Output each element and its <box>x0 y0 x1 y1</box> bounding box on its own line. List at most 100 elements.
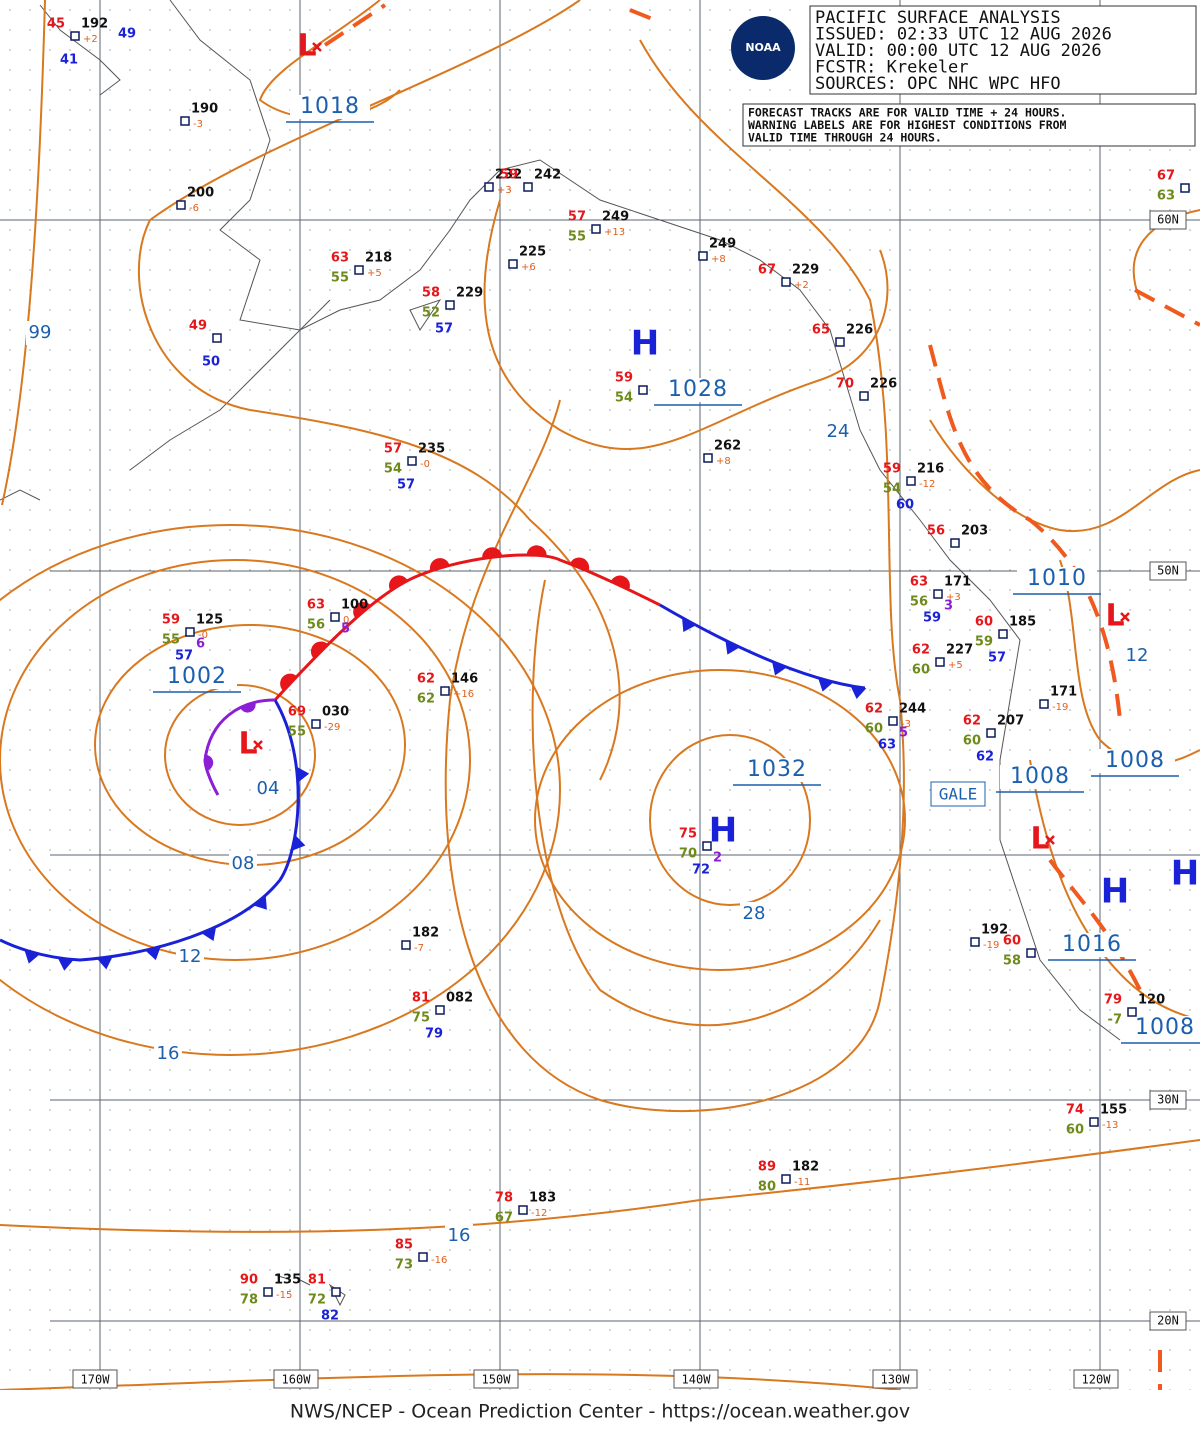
station-pres: 216 <box>917 462 944 477</box>
station-marker <box>440 686 450 696</box>
station-water: 72 <box>692 863 710 878</box>
occluded-front-symbol <box>203 754 214 771</box>
station-tend: -3 <box>901 719 911 730</box>
station-dew: 60 <box>1066 1123 1084 1138</box>
station-tend: +8 <box>711 254 726 265</box>
station-temp: 62 <box>865 702 883 717</box>
station-dew: 62 <box>417 692 435 707</box>
pressure-center: H <box>1171 854 1199 894</box>
station-pres: 232 <box>495 168 522 183</box>
station-water: 60 <box>896 498 914 513</box>
station-water: 57 <box>175 649 193 664</box>
station-marker <box>1127 1007 1137 1017</box>
pressure-center: L <box>1105 599 1124 634</box>
station-dew: 54 <box>883 482 901 497</box>
pressure-center: L <box>297 29 316 64</box>
station-tend: -16 <box>431 1255 447 1266</box>
station-marker <box>263 1287 273 1297</box>
isobar-label-bg <box>254 777 282 801</box>
station-tend: +6 <box>521 262 536 273</box>
header-line: VALID: 00:00 UTC 12 AUG 2026 <box>815 41 1102 61</box>
pressure-center: L <box>1030 822 1049 857</box>
station-pres: 218 <box>365 251 392 266</box>
station-marker <box>933 589 943 599</box>
station-dew: 55 <box>288 725 306 740</box>
station-marker <box>703 453 713 463</box>
isobar-label-bg <box>176 945 204 969</box>
isobar-label-bg <box>290 95 370 119</box>
station-dew: 59 <box>975 635 993 650</box>
station-tend: +16 <box>453 689 474 700</box>
station-dew: 72 <box>308 1293 326 1308</box>
station-water: 57 <box>435 322 453 337</box>
station-temp: 89 <box>758 1160 776 1175</box>
isobar-label-bg <box>1000 765 1080 789</box>
station-tend: +2 <box>794 280 809 291</box>
cold-front-symbol <box>57 957 74 971</box>
station-tend: -13 <box>1102 1120 1118 1131</box>
station-marker <box>638 385 648 395</box>
warm-front-symbol <box>310 641 328 659</box>
note-line: WARNING LABELS ARE FOR HIGHEST CONDITION… <box>748 118 1067 132</box>
station-marker <box>781 1174 791 1184</box>
station-temp: 59 <box>883 462 901 477</box>
isobar-label: 28 <box>743 903 766 924</box>
station-pres: 192 <box>81 17 108 32</box>
station-marker <box>1026 948 1036 958</box>
station-temp: 62 <box>963 714 981 729</box>
warm-front-symbol <box>353 601 371 619</box>
station-dew: 52 <box>422 306 440 321</box>
station-pres: 244 <box>899 702 926 717</box>
cold-front-symbol <box>850 685 867 699</box>
station-marker <box>906 476 916 486</box>
cold-front-symbol <box>771 661 787 676</box>
lon-label-box <box>673 1369 719 1389</box>
station-marker <box>781 277 791 287</box>
station-marker <box>986 728 996 738</box>
station-temp: 63 <box>910 575 928 590</box>
station-temp: 62 <box>417 672 435 687</box>
station-pres: 207 <box>997 714 1024 729</box>
isobar-label: 1002 <box>167 664 227 689</box>
isobar-label-bg <box>824 420 852 444</box>
station-tend: -0 <box>420 459 430 470</box>
warm-front-symbol <box>280 673 297 691</box>
station-temp: 70 <box>836 377 854 392</box>
header-line: PACIFIC SURFACE ANALYSIS <box>815 8 1061 28</box>
cold-front-symbol <box>253 895 267 910</box>
station-extra: 5 <box>341 622 350 637</box>
station-marker <box>950 538 960 548</box>
station-pres: 125 <box>196 613 223 628</box>
station-tend: +3 <box>497 185 512 196</box>
isobar-label: 24 <box>827 421 850 442</box>
note-line: VALID TIME THROUGH 24 HOURS. <box>748 131 942 145</box>
header-line: FCSTR: Krekeler <box>815 58 969 78</box>
station-marker <box>70 31 80 41</box>
station-pres: 226 <box>870 377 897 392</box>
low-cross <box>253 740 263 750</box>
station-tend: -11 <box>794 1177 810 1188</box>
isobar-label: 16 <box>448 1225 471 1246</box>
lat-label: 30N <box>1157 1093 1179 1107</box>
station-temp: 45 <box>47 17 65 32</box>
station-temp: 81 <box>412 991 430 1006</box>
station-marker <box>185 627 195 637</box>
isobar-label-bg <box>737 758 817 782</box>
station-tend: -7 <box>414 943 424 954</box>
station-marker <box>330 612 340 622</box>
warning-label: GALE <box>939 785 978 804</box>
station-dew: 73 <box>395 1258 413 1273</box>
station-temp: 85 <box>395 1238 413 1253</box>
header-line: ISSUED: 02:33 UTC 12 AUG 2026 <box>815 25 1112 45</box>
station-tend: -6 <box>189 203 199 214</box>
station-tend: +2 <box>83 34 98 45</box>
station-pres: 120 <box>1138 993 1165 1008</box>
isobar-label: 1016 <box>1062 932 1122 957</box>
station-marker <box>518 1205 528 1215</box>
note-line: FORECAST TRACKS ARE FOR VALID TIME + 24 … <box>748 106 1067 120</box>
station-marker <box>998 629 1008 639</box>
station-pres: 200 <box>187 186 214 201</box>
isobar-label: 1028 <box>668 377 728 402</box>
station-pres: 225 <box>519 245 546 260</box>
station-marker <box>698 251 708 261</box>
